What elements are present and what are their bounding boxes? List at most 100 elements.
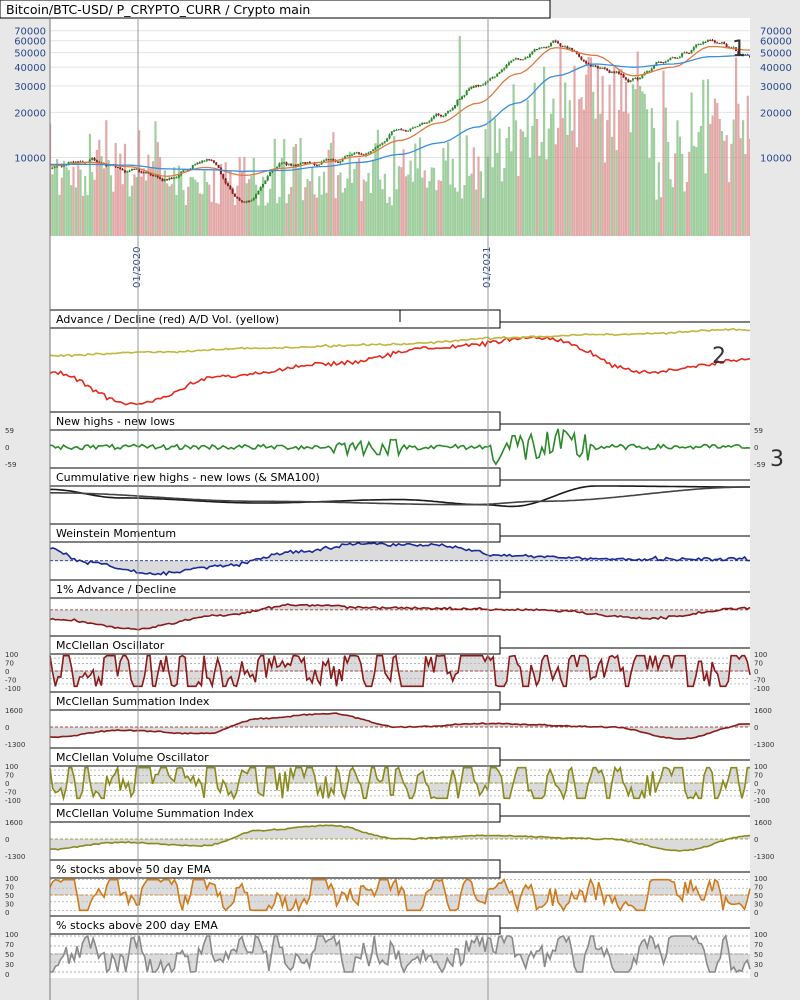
candle-body bbox=[358, 152, 360, 154]
panel-tick-label-left: 70 bbox=[5, 884, 14, 892]
volume-bar bbox=[704, 173, 707, 236]
volume-bar bbox=[184, 205, 187, 236]
candle-body bbox=[690, 50, 693, 54]
candle-body bbox=[571, 48, 574, 51]
candle-body bbox=[524, 57, 527, 60]
volume-bar bbox=[727, 182, 731, 236]
candle-body bbox=[290, 163, 293, 166]
volume-bar bbox=[376, 129, 379, 236]
panel-number: 2 bbox=[712, 344, 726, 369]
panel-tick-label-left: 30 bbox=[5, 901, 14, 909]
volume-bar bbox=[435, 190, 438, 236]
candle-body bbox=[241, 200, 243, 202]
volume-bar bbox=[203, 170, 206, 236]
candle-body bbox=[688, 52, 691, 54]
candle-body bbox=[650, 68, 653, 71]
indicator-line bbox=[49, 654, 751, 689]
volume-bar bbox=[257, 205, 260, 236]
volume-bar bbox=[241, 172, 244, 236]
volume-bar bbox=[311, 166, 314, 236]
volume-bar bbox=[269, 188, 272, 236]
candle-body bbox=[327, 159, 330, 161]
candle-body bbox=[248, 200, 250, 202]
volume-bar bbox=[519, 129, 522, 236]
indicator-line bbox=[49, 712, 751, 740]
candle-body bbox=[135, 168, 138, 170]
candle-body bbox=[173, 177, 176, 179]
candle-body bbox=[145, 171, 147, 173]
candle-body bbox=[599, 67, 602, 69]
candle-body bbox=[603, 67, 606, 69]
volume-bar bbox=[493, 118, 496, 236]
volume-bar bbox=[608, 84, 611, 236]
volume-bar bbox=[484, 128, 487, 236]
candle-body bbox=[229, 185, 232, 190]
candle-body bbox=[411, 127, 414, 129]
candle-body bbox=[627, 79, 630, 83]
candle-body bbox=[123, 170, 126, 173]
sma50-line bbox=[50, 45, 750, 177]
volume-bar bbox=[175, 195, 178, 236]
volume-bar bbox=[334, 198, 337, 236]
indicator-line bbox=[49, 541, 751, 577]
panel-title: % stocks above 50 day EMA bbox=[56, 863, 211, 876]
candle-body bbox=[203, 160, 206, 162]
volume-bar bbox=[573, 65, 576, 236]
candle-body bbox=[205, 159, 208, 161]
volume-bar bbox=[147, 154, 150, 236]
panel-tick-label-left: -59 bbox=[5, 461, 16, 469]
volume-bar bbox=[718, 119, 721, 236]
volume-bar bbox=[571, 130, 574, 236]
candle-body bbox=[543, 47, 545, 49]
panel-tick-label-left: 0 bbox=[5, 724, 9, 732]
volume-bar bbox=[578, 99, 581, 236]
date-gridlines bbox=[49, 18, 489, 1000]
panel-tick-label-left: 0 bbox=[5, 909, 9, 917]
volume-bar bbox=[217, 203, 220, 236]
candle-body bbox=[140, 171, 143, 173]
panel-tick-label-right: 100 bbox=[754, 875, 767, 883]
candle-body bbox=[430, 118, 433, 122]
panel-tick-label-left: 1600 bbox=[5, 707, 23, 715]
panel-tick-label-right: 59 bbox=[754, 427, 763, 435]
volume-bar bbox=[650, 108, 653, 236]
volume-bar bbox=[292, 146, 295, 236]
candle-body bbox=[468, 88, 471, 91]
volume-bar bbox=[79, 169, 82, 236]
volume-bar bbox=[404, 176, 408, 236]
panel-tick-label-left: 100 bbox=[5, 875, 18, 883]
indicator-line bbox=[50, 486, 750, 506]
panel-title: McClellan Volume Oscillator bbox=[56, 751, 209, 764]
candle-body bbox=[70, 161, 73, 163]
candle-body bbox=[67, 161, 70, 165]
volume-bar bbox=[287, 194, 290, 236]
volume-bar bbox=[732, 119, 735, 236]
volume-bar bbox=[60, 177, 63, 236]
indicator-line bbox=[49, 824, 751, 852]
candle-body bbox=[589, 64, 592, 67]
volume-bar bbox=[402, 149, 405, 236]
volume-bar bbox=[159, 157, 162, 236]
volume-bar bbox=[189, 176, 192, 236]
candle-body bbox=[489, 78, 492, 81]
volume-bar bbox=[643, 93, 646, 237]
candle-body bbox=[582, 59, 585, 62]
volume-bar bbox=[53, 167, 56, 236]
candle-body bbox=[236, 196, 239, 199]
volume-bar bbox=[173, 167, 176, 236]
volume-bar bbox=[449, 184, 452, 236]
candle-body bbox=[475, 85, 478, 88]
volume-bar bbox=[327, 149, 330, 236]
volume-bar bbox=[77, 165, 80, 236]
volume-bar bbox=[248, 179, 251, 236]
candle-body bbox=[695, 44, 698, 48]
candle-body bbox=[196, 162, 199, 165]
candle-body bbox=[283, 162, 286, 164]
volume-bar bbox=[547, 128, 550, 236]
volume-bar bbox=[735, 57, 738, 236]
candle-body bbox=[130, 168, 133, 171]
candle-body bbox=[440, 114, 442, 117]
candle-body bbox=[166, 179, 169, 181]
volume-bar bbox=[423, 170, 426, 236]
candle-body bbox=[655, 62, 658, 66]
